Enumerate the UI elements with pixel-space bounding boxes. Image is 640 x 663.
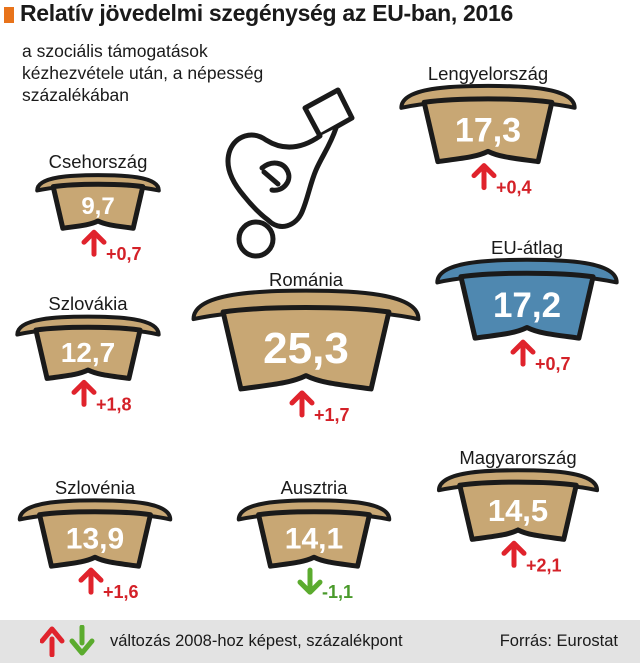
value-label: 17,3 bbox=[455, 111, 521, 149]
country-label: Csehország bbox=[49, 151, 148, 172]
bowl-body bbox=[421, 96, 555, 165]
value-label: 25,3 bbox=[263, 324, 349, 373]
value-label: 13,9 bbox=[66, 523, 124, 556]
bowl-eu-átlag: EU-átlag 17,2 +0,7 bbox=[435, 237, 619, 374]
change-label: +1,8 bbox=[96, 394, 132, 414]
value-label: 14,1 bbox=[285, 523, 343, 556]
change-label: +0,4 bbox=[496, 178, 532, 198]
down-arrow-icon bbox=[69, 625, 95, 656]
country-label: Szlovákia bbox=[48, 293, 128, 314]
change-label: +1,7 bbox=[314, 405, 350, 425]
bowl-csehország: Csehország 9,7 +0,7 bbox=[35, 151, 161, 264]
bowl-body bbox=[457, 479, 579, 542]
up-arrow-icon bbox=[289, 390, 315, 418]
country-label: EU-átlag bbox=[491, 237, 563, 258]
value-label: 12,7 bbox=[61, 337, 116, 368]
bowl-lengyelország: Lengyelország 17,3 +0,4 bbox=[399, 63, 577, 198]
up-arrow-icon bbox=[40, 626, 65, 657]
down-arrow-icon bbox=[297, 567, 323, 595]
bowl-body bbox=[458, 270, 596, 341]
change-label: +2,1 bbox=[526, 555, 562, 575]
country-label: Románia bbox=[269, 269, 344, 290]
up-arrow-icon bbox=[471, 163, 497, 191]
up-arrow-icon bbox=[71, 379, 97, 407]
legend-text: változás 2008-hoz képest, százalékpont bbox=[110, 632, 403, 650]
change-label: +0,7 bbox=[106, 244, 142, 264]
bowl-románia: Románia 25,3 +1,7 bbox=[191, 269, 421, 425]
title-accent-marker bbox=[4, 7, 14, 23]
bowl-ausztria: Ausztria 14,1 -1,1 bbox=[236, 477, 392, 602]
bowl-szlovákia: Szlovákia 12,7 +1,8 bbox=[15, 293, 161, 414]
value-label: 9,7 bbox=[81, 193, 114, 220]
country-label: Magyarország bbox=[459, 447, 576, 468]
pictogram-chart: Csehország 9,7 +0,7 Szlovákia 12,7 +1,8 Szlové… bbox=[15, 63, 619, 602]
bowl-szlovénia: Szlovénia 13,9 +1,6 bbox=[17, 477, 173, 602]
footer: változás 2008-hoz képest, százalékpont F… bbox=[0, 620, 640, 663]
chart-subtitle: a szociális támogatások kézhezvétele utá… bbox=[22, 41, 264, 105]
up-arrow-icon bbox=[501, 540, 527, 568]
change-label: +0,7 bbox=[535, 354, 571, 374]
source-text: Forrás: Eurostat bbox=[499, 632, 618, 650]
bowl-body bbox=[256, 509, 372, 569]
bowl-body bbox=[50, 181, 146, 231]
up-arrow-icon bbox=[81, 229, 107, 257]
change-label: -1,1 bbox=[322, 582, 353, 602]
country-label: Szlovénia bbox=[55, 477, 136, 498]
bowl-body bbox=[37, 509, 153, 569]
up-arrow-icon bbox=[78, 567, 104, 595]
country-label: Lengyelország bbox=[428, 63, 548, 84]
hand-dropping-coin-icon bbox=[225, 87, 355, 259]
bowl-magyarország: Magyarország 14,5 +2,1 bbox=[436, 447, 600, 575]
chart-title: Relatív jövedelmi szegénység az EU-ban, … bbox=[20, 0, 514, 26]
legend-arrows bbox=[40, 625, 95, 657]
value-label: 14,5 bbox=[488, 493, 548, 528]
up-arrow-icon bbox=[510, 339, 536, 367]
change-label: +1,6 bbox=[103, 582, 139, 602]
bowl-body bbox=[33, 324, 143, 381]
value-label: 17,2 bbox=[493, 286, 561, 325]
country-label: Ausztria bbox=[281, 477, 349, 498]
bowl-body bbox=[220, 305, 392, 392]
